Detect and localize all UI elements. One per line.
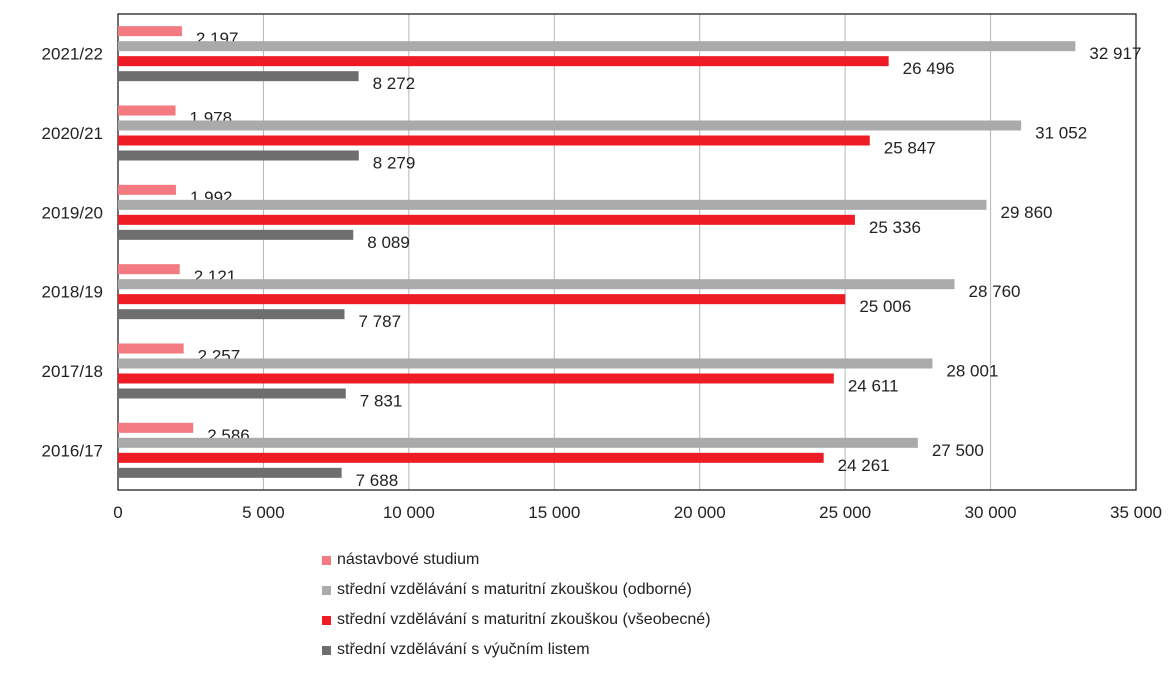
bar <box>118 309 345 320</box>
bar <box>118 437 918 448</box>
x-tick-label: 35 000 <box>1110 503 1162 522</box>
bar <box>118 71 359 82</box>
data-label: 7 787 <box>358 312 401 331</box>
bar <box>118 214 855 225</box>
data-label: 32 917 <box>1089 44 1141 63</box>
bar <box>118 56 889 67</box>
bar <box>118 120 1022 131</box>
category-label: 2016/17 <box>42 441 103 460</box>
bar <box>118 199 987 210</box>
category-label: 2021/22 <box>42 45 103 64</box>
data-label: 24 261 <box>838 456 890 475</box>
x-tick-label: 20 000 <box>674 503 726 522</box>
category-label: 2019/20 <box>42 203 103 222</box>
bar <box>118 150 359 161</box>
bar <box>118 135 870 146</box>
legend-swatch-vseobecne <box>322 615 331 625</box>
category-label: 2017/18 <box>42 362 103 381</box>
x-tick-label: 5 000 <box>242 503 285 522</box>
legend-label-vyucni-list: střední vzdělávání s výučním listem <box>337 641 590 658</box>
data-label: 31 052 <box>1035 124 1087 143</box>
bar <box>118 264 180 275</box>
legend-item-vyucni-list: střední vzdělávání s výučním listem <box>322 635 711 665</box>
bar <box>118 26 182 37</box>
legend: nástavbové studium střední vzdělávání s … <box>322 545 711 665</box>
bar <box>118 388 346 399</box>
data-label: 25 847 <box>884 139 936 158</box>
bar <box>118 294 846 305</box>
legend-item-nastavbove: nástavbové studium <box>322 545 711 575</box>
data-label: 25 006 <box>859 297 911 316</box>
legend-label-odborne: střední vzdělávání s maturitní zkouškou … <box>337 581 692 598</box>
bar <box>118 358 933 369</box>
x-tick-label: 15 000 <box>528 503 580 522</box>
bar <box>118 373 834 384</box>
legend-item-odborne: střední vzdělávání s maturitní zkouškou … <box>322 575 711 605</box>
data-label: 7 688 <box>356 471 399 490</box>
data-label: 28 001 <box>946 362 998 381</box>
bar <box>118 343 184 354</box>
bar <box>118 467 342 478</box>
bar <box>118 41 1076 52</box>
category-label: 2018/19 <box>42 283 103 302</box>
bar <box>118 279 955 290</box>
data-label: 26 496 <box>903 59 955 78</box>
legend-swatch-vyucni-list <box>322 645 331 655</box>
bar <box>118 105 176 116</box>
x-tick-label: 30 000 <box>965 503 1017 522</box>
bar <box>118 184 176 195</box>
bar <box>118 452 824 463</box>
data-label: 8 279 <box>373 154 416 173</box>
legend-label-vseobecne: střední vzdělávání s maturitní zkouškou … <box>337 611 711 628</box>
bar <box>118 229 354 240</box>
data-label: 8 089 <box>367 233 410 252</box>
data-label: 24 611 <box>848 377 899 396</box>
legend-item-vseobecne: střední vzdělávání s maturitní zkouškou … <box>322 605 711 635</box>
data-label: 29 860 <box>1000 203 1052 222</box>
data-label: 25 336 <box>869 218 921 237</box>
legend-label-nastavbove: nástavbové studium <box>337 551 480 568</box>
category-label: 2020/21 <box>42 124 103 143</box>
bar-chart: 0 5 000 10 000 15 000 20 000 25 000 30 000 35 0… <box>42 13 1162 522</box>
x-tick-label: 0 <box>113 503 122 522</box>
legend-swatch-odborne <box>322 585 331 595</box>
data-label: 8 272 <box>373 74 416 93</box>
data-label: 27 500 <box>932 441 984 460</box>
x-tick-label: 25 000 <box>819 503 871 522</box>
data-label: 28 760 <box>969 282 1021 301</box>
bar <box>118 422 194 433</box>
data-label: 7 831 <box>360 392 403 411</box>
plot-frame <box>117 13 1137 491</box>
x-tick-label: 10 000 <box>383 503 435 522</box>
legend-swatch-nastavbove <box>322 555 331 565</box>
